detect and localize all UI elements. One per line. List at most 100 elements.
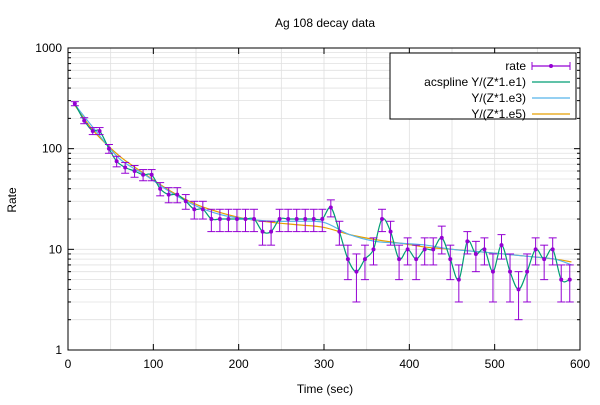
point-marker bbox=[166, 192, 171, 197]
data-point bbox=[548, 237, 557, 266]
point-marker bbox=[132, 168, 137, 173]
data-point bbox=[471, 240, 480, 273]
point-marker bbox=[559, 277, 564, 282]
data-point bbox=[557, 264, 566, 303]
data-point bbox=[250, 208, 259, 233]
point-marker bbox=[226, 217, 231, 222]
point-marker bbox=[252, 217, 257, 222]
point-marker bbox=[371, 247, 376, 252]
data-point bbox=[241, 208, 250, 233]
point-marker bbox=[542, 257, 547, 262]
point-marker bbox=[439, 235, 444, 240]
x-tick-label: 500 bbox=[485, 357, 505, 371]
data-point bbox=[147, 169, 156, 182]
point-marker bbox=[431, 247, 436, 252]
data-point bbox=[480, 237, 489, 266]
point-marker bbox=[380, 217, 385, 222]
legend-swatch-marker bbox=[549, 64, 553, 68]
x-tick-label: 0 bbox=[65, 357, 72, 371]
data-point bbox=[292, 208, 301, 233]
data-point bbox=[164, 187, 173, 204]
point-marker bbox=[550, 247, 555, 252]
x-tick-label: 300 bbox=[314, 357, 334, 371]
y-tick-label: 1 bbox=[55, 343, 62, 357]
series-line-2 bbox=[74, 104, 572, 266]
data-point bbox=[156, 182, 165, 197]
data-point bbox=[112, 155, 121, 168]
data-point bbox=[429, 237, 438, 266]
point-marker bbox=[345, 257, 350, 262]
point-marker bbox=[456, 277, 461, 282]
point-marker bbox=[192, 207, 197, 212]
data-point bbox=[488, 253, 497, 303]
point-marker bbox=[158, 186, 163, 191]
point-marker bbox=[388, 229, 393, 234]
x-tick-label: 400 bbox=[399, 357, 419, 371]
point-marker bbox=[114, 159, 119, 164]
x-tick-label: 200 bbox=[229, 357, 249, 371]
data-point bbox=[232, 208, 241, 233]
data-point bbox=[343, 244, 352, 281]
data-point bbox=[139, 169, 148, 182]
point-marker bbox=[141, 172, 146, 177]
data-point bbox=[540, 244, 549, 281]
point-marker bbox=[482, 247, 487, 252]
data-point bbox=[224, 208, 233, 233]
data-point bbox=[309, 208, 318, 233]
point-marker bbox=[448, 257, 453, 262]
data-point bbox=[437, 225, 446, 255]
data-point bbox=[454, 264, 463, 303]
legend-label-2: Y/(Z*1.e3) bbox=[471, 91, 526, 105]
data-point bbox=[207, 208, 216, 233]
data-point bbox=[446, 244, 455, 281]
data-point bbox=[95, 127, 104, 136]
point-marker bbox=[499, 243, 504, 248]
series-line-1 bbox=[74, 103, 570, 290]
point-marker bbox=[303, 217, 308, 222]
legend: rate acspline Y/(Z*1.e1) Y/(Z*1.e3) Y/(Z*1.… bbox=[389, 52, 577, 121]
y-tick-label: 100 bbox=[42, 142, 62, 156]
point-marker bbox=[508, 269, 513, 274]
point-marker bbox=[473, 251, 478, 256]
data-point bbox=[369, 237, 378, 266]
series-layer bbox=[70, 101, 574, 321]
point-marker bbox=[175, 192, 180, 197]
data-point bbox=[506, 253, 515, 303]
point-marker bbox=[533, 247, 538, 252]
point-marker bbox=[277, 217, 282, 222]
data-point bbox=[284, 208, 293, 233]
data-point bbox=[412, 244, 421, 281]
data-point bbox=[318, 208, 327, 233]
data-point bbox=[121, 161, 130, 174]
point-marker bbox=[320, 217, 325, 222]
data-point bbox=[104, 143, 113, 154]
point-marker bbox=[337, 229, 342, 234]
data-point bbox=[378, 208, 387, 233]
data-point bbox=[531, 237, 540, 266]
x-axis-label: Time (sec) bbox=[297, 382, 353, 396]
point-marker bbox=[311, 217, 316, 222]
y-tick-label: 10 bbox=[49, 242, 63, 256]
point-marker bbox=[217, 217, 222, 222]
point-marker bbox=[243, 217, 248, 222]
data-point bbox=[181, 194, 190, 210]
data-point bbox=[386, 220, 395, 246]
data-point bbox=[523, 253, 532, 303]
point-marker bbox=[286, 217, 291, 222]
point-marker bbox=[97, 128, 102, 133]
data-point bbox=[275, 208, 284, 233]
data-point bbox=[130, 165, 139, 178]
data-point bbox=[190, 200, 199, 220]
point-marker bbox=[354, 269, 359, 274]
data-point bbox=[335, 220, 344, 246]
chart-title: Ag 108 decay data bbox=[275, 16, 375, 30]
point-marker bbox=[405, 247, 410, 252]
data-point bbox=[326, 199, 335, 218]
data-point bbox=[173, 187, 182, 204]
point-marker bbox=[414, 257, 419, 262]
data-point bbox=[352, 253, 361, 303]
point-marker bbox=[82, 118, 87, 123]
data-point bbox=[88, 127, 97, 136]
data-point bbox=[420, 237, 429, 266]
point-marker bbox=[260, 229, 265, 234]
